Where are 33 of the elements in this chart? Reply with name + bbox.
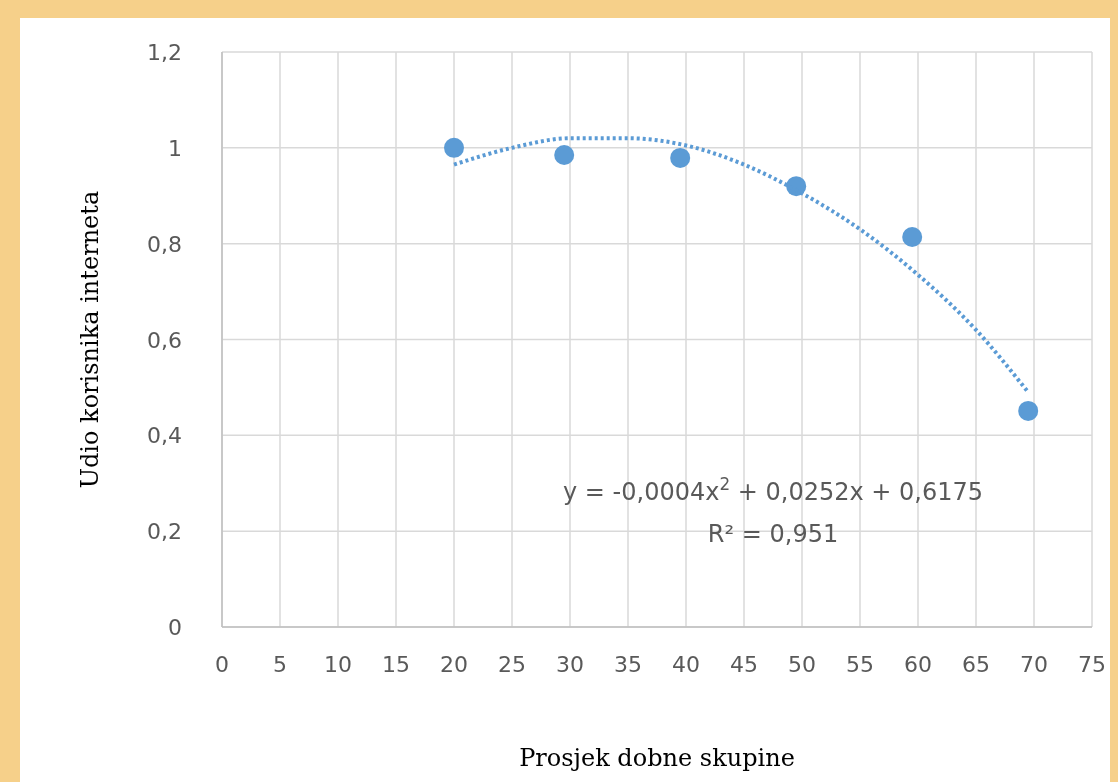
point xyxy=(1018,400,1039,421)
x-tick-label: 75 xyxy=(1078,652,1106,677)
x-tick-label: 30 xyxy=(556,652,584,677)
y-tick-label: 0,4 xyxy=(147,423,182,449)
x-tick-label: 45 xyxy=(730,652,758,677)
annotation: y = -0,0004x$^{2}$ + 0,0252x + 0,6175 xyxy=(563,474,983,506)
annotation: R² = 0,951 xyxy=(707,520,839,548)
point xyxy=(670,147,691,168)
y-tick-label: 0,6 xyxy=(147,327,182,353)
y-tick-label: 1 xyxy=(168,135,182,161)
y-tick-label: 0,2 xyxy=(147,519,182,545)
y-axis-title: Udio korisnika interneta xyxy=(76,190,104,489)
x-tick-label: 5 xyxy=(273,652,287,677)
x-tick-label: 20 xyxy=(440,652,468,677)
x-tick-label: 25 xyxy=(498,652,526,677)
x-tick-label: 10 xyxy=(324,652,352,677)
x-tick-label: 70 xyxy=(1020,652,1048,677)
x-tick-label: 65 xyxy=(962,652,990,677)
x-tick-label: 60 xyxy=(904,652,932,677)
x-tick-label: 35 xyxy=(614,652,642,677)
x-axis-title: Prosjek dobne skupine xyxy=(519,744,795,772)
x-tick-label: 55 xyxy=(846,652,874,677)
x-tick-label: 40 xyxy=(672,652,700,677)
x-tick-label: 0 xyxy=(215,652,229,677)
point xyxy=(902,226,923,247)
x-tick-label: 50 xyxy=(788,652,816,677)
point xyxy=(554,145,575,166)
x-tick-label: 15 xyxy=(382,652,410,677)
y-tick-label: 0,8 xyxy=(147,231,182,257)
y-tick-label: 0 xyxy=(168,615,182,640)
y-tick-label: 1,2 xyxy=(147,40,182,65)
point xyxy=(444,137,464,158)
line-series xyxy=(452,136,1031,395)
